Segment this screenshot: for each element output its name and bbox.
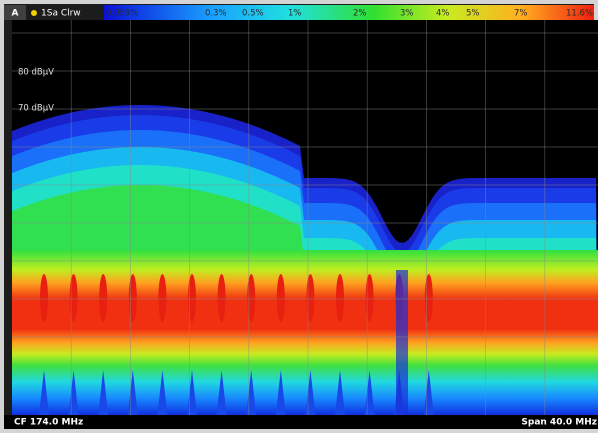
- spur: [40, 274, 48, 322]
- colorbar-label: 0.3%: [205, 9, 227, 19]
- spur: [365, 274, 374, 322]
- spur-low: [39, 370, 49, 415]
- spur-low: [98, 370, 109, 415]
- spur: [336, 274, 344, 322]
- window-label: A: [12, 9, 19, 19]
- colorbar-label: 1%: [288, 9, 302, 19]
- footer-bar: [4, 415, 598, 429]
- spur: [69, 274, 78, 322]
- colorbar: [104, 5, 594, 20]
- window-tab: [4, 5, 26, 20]
- spur: [424, 274, 433, 322]
- trace-label: 1Sa Clrw: [41, 9, 81, 19]
- persistence-spectrum: [12, 105, 598, 415]
- center-frequency: CF 174.0 MHz: [14, 418, 83, 428]
- grid: [12, 20, 598, 415]
- colorbar-label: 0.059%: [106, 9, 138, 19]
- spur: [306, 274, 315, 322]
- colorbar-label: 0.5%: [242, 9, 264, 19]
- colorbar-label: 5%: [466, 9, 480, 19]
- spur: [158, 274, 167, 322]
- spur: [276, 274, 285, 322]
- spur-low: [275, 370, 286, 415]
- y-label: 80 dBµV: [18, 68, 54, 78]
- colorbar-label: 3%: [400, 9, 414, 19]
- colorbar-label: 4%: [436, 9, 450, 19]
- trace-dot: [31, 10, 37, 16]
- y-label: 70 dBµV: [18, 104, 54, 114]
- spur: [217, 274, 226, 322]
- colorbar-label: 7%: [514, 9, 528, 19]
- span: Span 40.0 MHz: [521, 418, 597, 428]
- spur-low: [157, 370, 168, 415]
- colorbar-labels: 0.059% 0.3% 0.5% 1% 2% 3% 4% 5% 7% 11.6%: [106, 9, 593, 19]
- spur: [247, 274, 256, 322]
- spur-low: [335, 370, 345, 415]
- colorbar-label: 11.6%: [566, 9, 593, 19]
- spur-low: [216, 370, 227, 415]
- density-band: [12, 250, 598, 415]
- dip-notch: [396, 270, 408, 415]
- spur: [128, 274, 137, 322]
- spur: [99, 274, 108, 322]
- spur: [188, 274, 196, 322]
- colorbar-label: 2%: [353, 9, 367, 19]
